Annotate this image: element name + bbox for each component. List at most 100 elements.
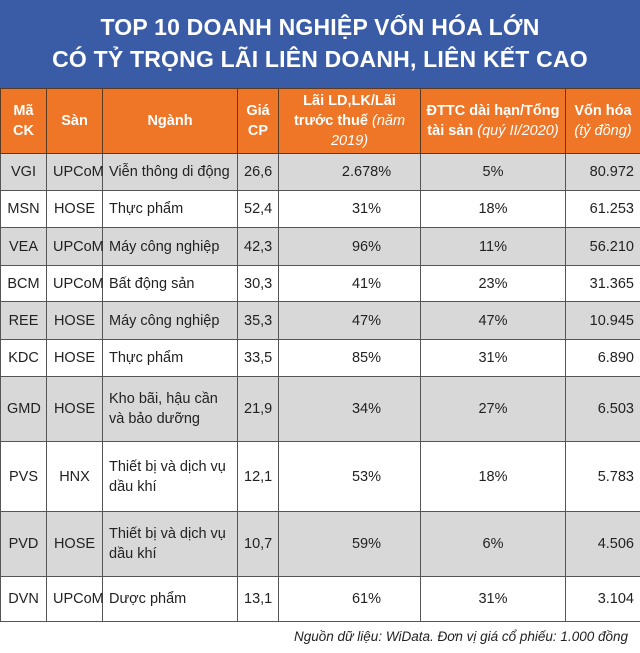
column-label: Ngành: [147, 113, 193, 129]
table-row: BCM UPCoM Bất động sản 30,3 41% 23% 31.365: [0, 265, 640, 302]
table-row: GMD HOSE Kho bãi, hậu cần và bảo dưỡng 21,9…: [0, 376, 640, 442]
table-cell: Thực phẩm: [102, 190, 238, 228]
table-cell: GMD: [0, 376, 47, 442]
table-cell: VGI: [0, 153, 47, 191]
column-label: Mã CK: [13, 103, 34, 139]
table-cell: REE: [0, 301, 47, 340]
table-cell: HOSE: [46, 301, 103, 340]
table-cell: 42,3: [237, 227, 279, 266]
column-label: Giá CP: [246, 103, 270, 139]
table-cell: BCM: [0, 265, 47, 302]
column-note: (năm 2019): [330, 113, 406, 149]
table-cell: 6%: [420, 511, 566, 577]
table-cell: 27%: [420, 376, 566, 442]
table-cell: Máy công nghiệp: [102, 301, 238, 340]
column-header: Mã CK: [0, 88, 47, 154]
table-cell: HOSE: [46, 339, 103, 377]
table-cell: 47%: [420, 301, 566, 340]
table-cell: HNX: [46, 441, 103, 512]
column-label: Vốn hóa: [574, 103, 632, 119]
table-cell: 21,9: [237, 376, 279, 442]
table-row: KDC HOSE Thực phẩm 33,5 85% 31% 6.890: [0, 339, 640, 377]
table-cell: 56.210: [565, 227, 640, 266]
table-cell: 6.503: [565, 376, 640, 442]
table-cell: Dược phẩm: [102, 576, 238, 622]
table-row: PVS HNX Thiết bị và dịch vụ dầu khí 12,1 53%…: [0, 441, 640, 512]
table-cell: PVS: [0, 441, 47, 512]
table-cell: 13,1: [237, 576, 279, 622]
table-cell: UPCoM: [46, 153, 104, 191]
table-cell: 26,6: [237, 153, 279, 191]
table-cell: 34%: [278, 376, 421, 442]
table-cell: Bất động sản: [102, 265, 238, 302]
data-table: Mã CK Sàn Ngành Giá CP Lãi LD,LK/Lãi trước t…: [0, 88, 640, 622]
table-cell: 31%: [420, 576, 566, 622]
table-cell: 59%: [278, 511, 421, 577]
table-cell: Thiết bị và dịch vụ dầu khí: [102, 511, 238, 577]
table-cell: DVN: [0, 576, 47, 622]
table-cell: 41%: [278, 265, 421, 302]
table-cell: 31%: [420, 339, 566, 377]
table-cell: HOSE: [46, 511, 103, 577]
column-label: ĐTTC dài hạn/Tổng tài sản: [426, 103, 560, 139]
table-cell: 5%: [420, 153, 566, 191]
table-cell: 61%: [278, 576, 421, 622]
table-cell: UPCoM: [46, 265, 104, 302]
table-cell: 85%: [278, 339, 421, 377]
column-header: Giá CP: [237, 88, 279, 154]
table-cell: 4.506: [565, 511, 640, 577]
table-cell: UPCoM: [46, 227, 104, 266]
title: TOP 10 DOANH NGHIỆP VỐN HÓA LỚN CÓ TỶ TR…: [0, 0, 640, 88]
table-cell: 18%: [420, 441, 566, 512]
title-line-1: TOP 10 DOANH NGHIỆP VỐN HÓA LỚN: [100, 14, 540, 40]
table-cell: HOSE: [46, 190, 103, 228]
column-header: Ngành: [102, 88, 238, 154]
table-row: VGI UPCoM Viễn thông di động 26,6 2.678% 5% 80…: [0, 153, 640, 191]
table-cell: 96%: [278, 227, 421, 266]
table-cell: 12,1: [237, 441, 279, 512]
column-header: Lãi LD,LK/Lãi trước thuế (năm 2019): [278, 88, 421, 154]
source-note: Nguồn dữ liệu: WiData. Đơn vị giá cổ phi…: [293, 629, 628, 644]
table-cell: 31.365: [565, 265, 640, 302]
table-cell: Thực phẩm: [102, 339, 238, 377]
column-note: (quý II/2020): [477, 123, 559, 139]
table-cell: 53%: [278, 441, 421, 512]
column-label: Lãi LD,LK/Lãi trước thuế: [293, 93, 396, 129]
table-cell: MSN: [0, 190, 47, 228]
table-cell: Kho bãi, hậu cần và bảo dưỡng: [102, 376, 238, 442]
table-cell: 6.890: [565, 339, 640, 377]
table-cell: 80.972: [565, 153, 640, 191]
column-header: ĐTTC dài hạn/Tổng tài sản (quý II/2020): [420, 88, 566, 154]
table-cell: 52,4: [237, 190, 279, 228]
column-label: Sàn: [61, 113, 88, 129]
column-note: (tỷ đồng): [574, 123, 632, 139]
table-cell: 31%: [278, 190, 421, 228]
table-cell: 11%: [420, 227, 566, 266]
table-cell: HOSE: [46, 376, 103, 442]
table-cell: 3.104: [565, 576, 640, 622]
table-row: DVN UPCoM Dược phẩm 13,1 61% 31% 3.104: [0, 576, 640, 622]
table-cell: 23%: [420, 265, 566, 302]
table-cell: 30,3: [237, 265, 279, 302]
table-row: MSN HOSE Thực phẩm 52,4 31% 18% 61.253: [0, 190, 640, 228]
table-cell: 35,3: [237, 301, 279, 340]
table-row: REE HOSE Máy công nghiệp 35,3 47% 47% 10.945: [0, 301, 640, 340]
table-row: VEA UPCoM Máy công nghiệp 42,3 96% 11% 56.210: [0, 227, 640, 266]
table-cell: 10.945: [565, 301, 640, 340]
table-cell: 61.253: [565, 190, 640, 228]
table-cell: 33,5: [237, 339, 279, 377]
table-cell: Viễn thông di động: [102, 153, 238, 191]
table-cell: 18%: [420, 190, 566, 228]
table-cell: Máy công nghiệp: [102, 227, 238, 266]
table-cell: Thiết bị và dịch vụ dầu khí: [102, 441, 238, 512]
table-cell: UPCoM: [46, 576, 104, 622]
table-row: PVD HOSE Thiết bị và dịch vụ dầu khí 10,7 59…: [0, 511, 640, 577]
table-cell: 2.678%: [278, 153, 421, 191]
table-cell: VEA: [0, 227, 47, 266]
table-cell: PVD: [0, 511, 47, 577]
table-cell: 47%: [278, 301, 421, 340]
table-cell: KDC: [0, 339, 47, 377]
column-header: Vốn hóa (tỷ đồng): [565, 88, 640, 154]
table-cell: 5.783: [565, 441, 640, 512]
